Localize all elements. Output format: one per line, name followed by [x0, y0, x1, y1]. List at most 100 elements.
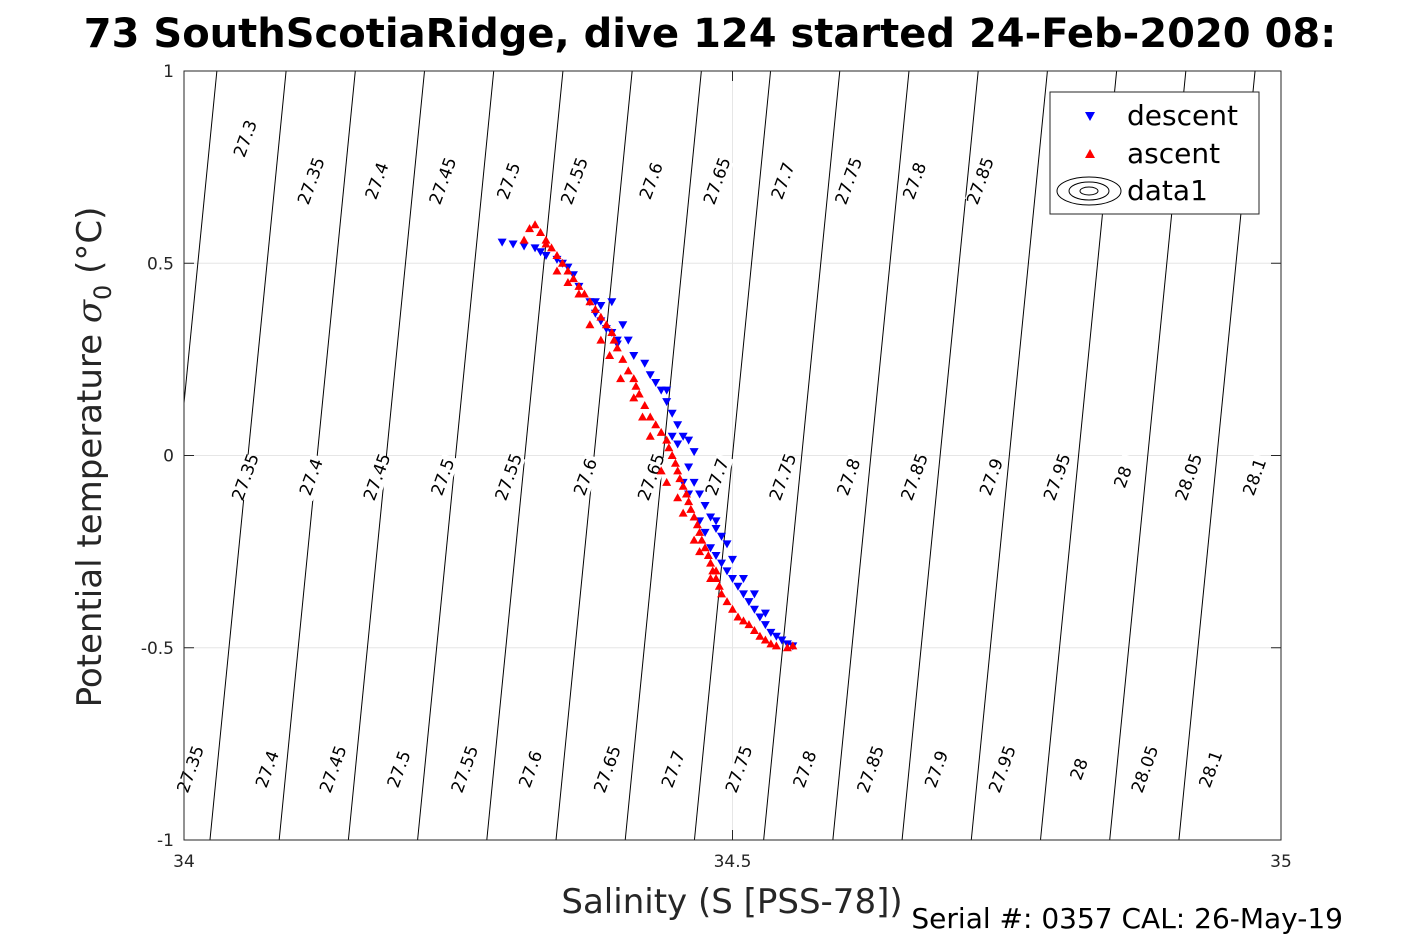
contour-label-bg [657, 745, 690, 794]
ascent-point-56 [760, 635, 770, 644]
ascent-point-43 [703, 550, 713, 559]
density-contour-27-45 [278, 70, 356, 841]
legend-contour-marker [1056, 176, 1122, 206]
contour-label-bg [701, 453, 734, 501]
ascent-point-62 [711, 566, 721, 575]
contour-label-bg [767, 453, 800, 501]
ascent-point-16 [607, 327, 617, 336]
contour-label-bg [899, 157, 932, 205]
density-contour-27-6 [486, 70, 564, 841]
descent-point-39 [706, 513, 716, 522]
contour-label-bg [987, 745, 1019, 794]
contour-label-bg [635, 453, 668, 501]
descent-point-20 [618, 321, 628, 330]
ascent-point-53 [744, 620, 754, 629]
descent-point-1 [508, 240, 518, 249]
ascent-point-49 [722, 597, 732, 606]
ascent-point-31 [670, 458, 680, 467]
ascent-point-66 [673, 493, 683, 502]
descent-point-26 [651, 378, 661, 387]
density-contour-27-7 [624, 70, 702, 841]
descent-point-56 [744, 598, 754, 607]
ascent-point-19 [618, 354, 628, 363]
descent-point-68 [728, 555, 737, 564]
descent-point-34 [689, 448, 699, 457]
ascent-point-3 [536, 227, 546, 236]
contour-label-bg [427, 453, 460, 501]
contour-label-bg [1195, 745, 1228, 794]
descent-point-67 [738, 575, 748, 584]
density-contour-27-55 [417, 70, 495, 841]
ascent-point-39 [692, 520, 702, 529]
legend-ascent-marker [1085, 149, 1095, 158]
ascent-point-76 [574, 289, 584, 298]
ascent-point-6 [552, 251, 562, 260]
contour-label-bg [976, 453, 1009, 501]
descent-point-25 [645, 371, 655, 380]
ascent-point-47 [714, 581, 724, 590]
x-tick-label-2: 35 [1270, 852, 1292, 872]
contour-label-bg [1173, 453, 1206, 501]
ascent-point-1 [525, 224, 535, 233]
axis-ticks: 34 34.5 35 -1 -0.5 0 0.5 1 [141, 62, 1292, 872]
density-contour-27-65 [555, 70, 633, 841]
descent-point-30 [667, 409, 677, 418]
contour-label-bg [767, 157, 800, 205]
ascent-point-5 [546, 243, 556, 252]
descent-point-31 [673, 421, 683, 430]
ascent-point-71 [629, 393, 639, 402]
descent-point-55 [738, 590, 748, 599]
ascent-point-24 [640, 401, 650, 410]
descent-point-2 [519, 242, 529, 251]
legend-descent-marker [1085, 112, 1095, 121]
density-contour-27-5 [347, 70, 426, 841]
descent-point-52 [722, 567, 732, 576]
y-tick-label-1: -0.5 [141, 639, 174, 659]
contour-label-bg [1129, 745, 1162, 794]
ascent-point-12 [585, 297, 595, 306]
descent-point-49 [706, 544, 716, 553]
ascent-point-67 [662, 477, 672, 486]
x-tick-label-1: 34.5 [714, 852, 752, 872]
y-axis-label-unit: (°C) [70, 207, 110, 285]
density-contour-27-9 [901, 70, 979, 841]
ascent-point-77 [563, 277, 573, 286]
ascent-point-69 [645, 431, 655, 440]
contour-label-bg [723, 745, 756, 794]
descent-point-65 [760, 609, 770, 618]
descent-point-48 [700, 528, 710, 537]
y-tick-label-4: 1 [163, 62, 174, 82]
descent-point-32 [678, 432, 688, 441]
ascent-point-14 [596, 312, 606, 321]
ascent-point-60 [788, 641, 798, 650]
contour-label-bg [493, 157, 526, 205]
descent-point-36 [689, 478, 699, 487]
contour-label-bg [921, 745, 954, 794]
legend: descent ascent data1 [1049, 91, 1260, 215]
ascent-point-78 [552, 266, 562, 275]
contour-label-bg [252, 745, 284, 794]
contour-label-bg [361, 453, 394, 501]
descent-point-53 [728, 575, 737, 584]
legend-data1-label: data1 [1127, 174, 1208, 207]
contour-label-bg [855, 745, 888, 794]
descent-point-5 [541, 252, 551, 261]
descent-point-17 [596, 302, 606, 311]
descent-point-50 [711, 551, 721, 560]
descent-point-66 [749, 590, 759, 599]
contour-label-bg [570, 453, 603, 501]
x-tick-label-0: 34 [173, 852, 195, 872]
descent-point-51 [717, 559, 727, 568]
descent-point-61 [771, 632, 781, 641]
contour-label-bg [899, 453, 932, 501]
ascent-point-13 [590, 304, 600, 313]
legend-ascent-label: ascent [1127, 137, 1220, 170]
descent-point-42 [722, 540, 732, 549]
ascent-point-44 [706, 558, 716, 567]
ascent-point-41 [697, 535, 707, 544]
ascent-point-18 [612, 343, 622, 352]
ascent-point-35 [681, 489, 691, 498]
y-tick-label-0: -1 [157, 831, 174, 851]
contour-label-bg [383, 745, 416, 794]
